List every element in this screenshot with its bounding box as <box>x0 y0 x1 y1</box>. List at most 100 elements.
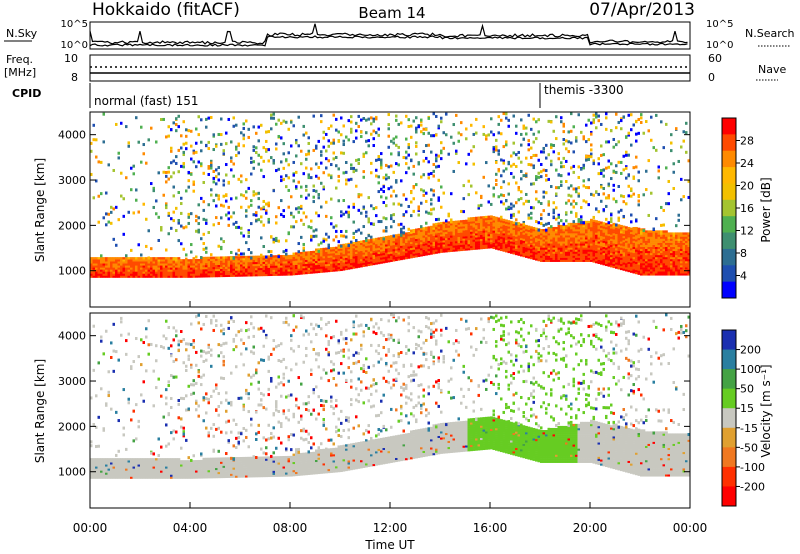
power-cell <box>605 247 608 250</box>
power-cell <box>477 226 481 230</box>
power-cell <box>655 267 658 270</box>
power-cell <box>390 217 393 221</box>
power-cell <box>270 257 273 260</box>
power-cell <box>457 232 461 235</box>
power-cell <box>432 247 436 251</box>
power-cell <box>345 253 348 256</box>
power-cell <box>672 273 676 276</box>
power-cell <box>527 229 531 233</box>
power-cell <box>390 239 393 242</box>
power-cell <box>677 244 681 247</box>
power-cell <box>490 227 493 230</box>
power-cell <box>672 252 676 256</box>
power-cell <box>572 247 576 250</box>
power-cell <box>132 164 135 168</box>
power-cell <box>490 223 493 226</box>
power-cell <box>615 126 618 130</box>
power-cell <box>660 260 663 264</box>
power-cell <box>577 194 580 198</box>
power-cell <box>632 267 636 270</box>
power-cell <box>172 159 175 163</box>
power-cell <box>375 248 378 251</box>
power-cell <box>620 194 623 198</box>
power-cell <box>450 221 453 224</box>
power-cell <box>225 272 228 275</box>
power-cell <box>382 252 386 256</box>
power-cell <box>612 239 616 242</box>
power-cell <box>422 173 425 177</box>
power-cell <box>140 125 143 129</box>
power-cell <box>437 217 440 221</box>
power-cell <box>550 145 553 149</box>
power-cell <box>397 254 401 257</box>
power-cell <box>600 122 603 126</box>
power-cell <box>537 238 541 241</box>
power-cell <box>520 227 523 230</box>
power-cell <box>577 192 580 196</box>
power-cell <box>242 268 246 271</box>
power-cell <box>275 236 278 240</box>
power-cell <box>90 263 93 266</box>
power-cell <box>525 126 528 130</box>
power-cell <box>212 268 216 272</box>
power-cell <box>437 154 440 158</box>
power-cell <box>582 255 586 258</box>
power-cell <box>312 148 315 152</box>
power-cell <box>310 255 313 258</box>
power-cell <box>480 246 483 250</box>
power-cell <box>555 226 558 230</box>
power-cell <box>470 217 473 220</box>
power-cell <box>332 261 336 264</box>
power-cell <box>472 225 476 228</box>
power-cell <box>287 269 291 272</box>
power-cell <box>342 255 346 259</box>
power-cell <box>632 232 636 235</box>
power-cell <box>327 127 330 131</box>
power-cell <box>517 247 521 250</box>
power-cell <box>522 124 525 128</box>
power-cell <box>400 203 403 207</box>
power-cell <box>425 245 428 248</box>
power-cell <box>630 264 633 267</box>
power-cell <box>575 187 578 191</box>
power-cell <box>365 214 368 218</box>
power-cell <box>662 265 666 268</box>
power-cell <box>595 230 598 233</box>
power-cell <box>275 147 278 151</box>
power-cell <box>210 163 213 167</box>
power-cell <box>142 273 146 276</box>
power-cell <box>515 248 518 252</box>
power-cell <box>627 173 630 177</box>
power-cell <box>370 122 373 126</box>
power-cell <box>180 269 183 272</box>
power-cell <box>405 156 408 160</box>
power-cell <box>455 243 458 246</box>
power-cell <box>255 255 258 258</box>
power-cell <box>457 242 461 246</box>
power-cell <box>670 260 673 264</box>
power-cell <box>597 162 600 166</box>
power-cell <box>437 178 440 182</box>
power-cell <box>337 248 341 251</box>
power-cell <box>145 217 148 221</box>
power-cell <box>160 228 163 232</box>
power-cell <box>512 223 516 226</box>
power-cell <box>187 265 191 268</box>
power-cell <box>477 236 481 240</box>
power-cell <box>600 168 603 172</box>
power-cell <box>410 237 413 240</box>
power-cell <box>562 142 565 146</box>
power-cell <box>417 246 421 249</box>
power-cell <box>592 233 596 237</box>
power-cell <box>555 137 558 141</box>
power-cell <box>612 245 616 248</box>
power-cell <box>552 129 555 133</box>
power-cell <box>647 269 651 272</box>
power-cell <box>660 267 663 270</box>
power-cell <box>260 207 263 211</box>
power-cell <box>202 258 206 262</box>
power-cell <box>362 152 365 156</box>
power-cell <box>597 157 600 161</box>
power-cell <box>187 269 191 272</box>
power-cell <box>482 132 485 136</box>
